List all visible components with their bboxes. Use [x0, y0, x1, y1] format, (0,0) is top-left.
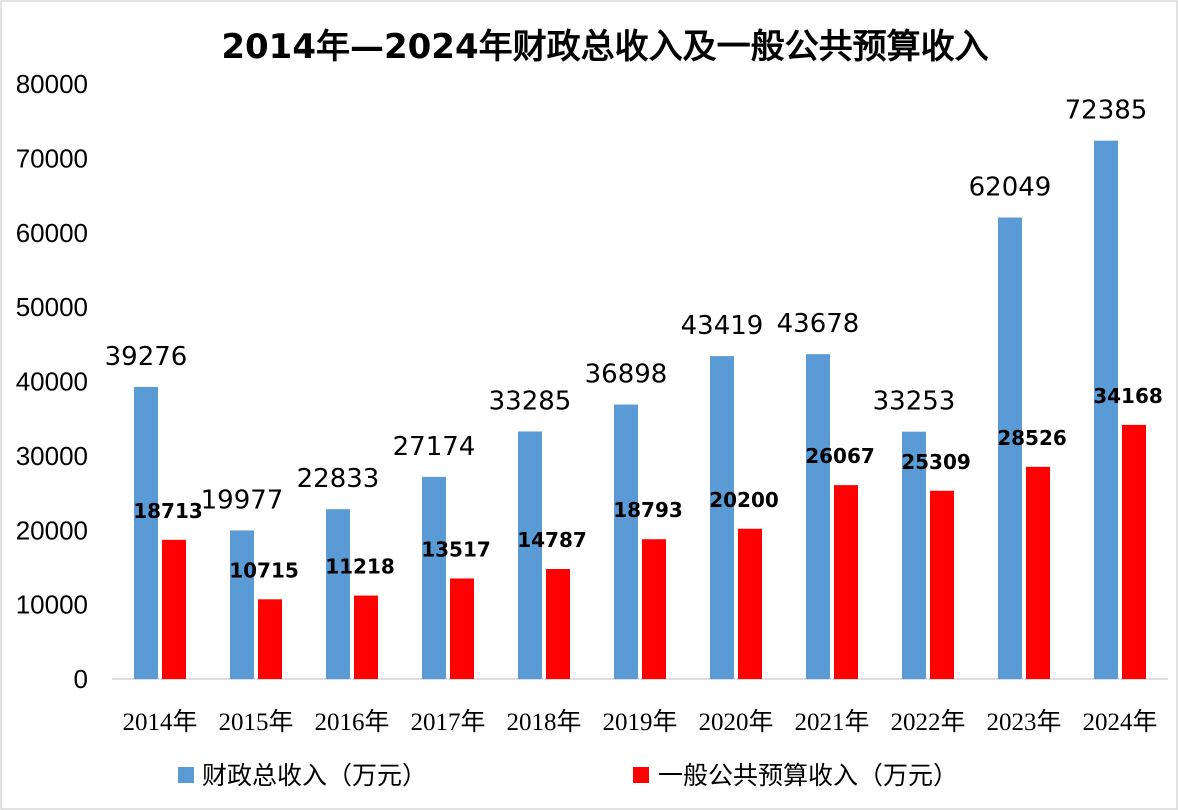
bar-budget-revenue: [258, 599, 282, 679]
bar-total-revenue: [134, 386, 158, 679]
bar-budget-revenue: [354, 595, 378, 679]
bar-budget-revenue: [546, 569, 570, 679]
data-label-budget-revenue: 20200: [709, 488, 779, 512]
x-tick-label: 2021年: [794, 708, 869, 736]
data-label-budget-revenue: 11218: [325, 555, 395, 579]
data-label-budget-revenue: 10715: [229, 558, 299, 582]
x-tick-label: 2024年: [1082, 708, 1157, 736]
data-label-total-revenue: 36898: [585, 360, 668, 390]
legend: 财政总收入（万元） 一般公共预算收入（万元）: [178, 761, 958, 790]
data-label-total-revenue: 27174: [393, 432, 476, 462]
y-tick-label: 50000: [16, 292, 88, 322]
bar-total-revenue: [806, 354, 830, 679]
bar-budget-revenue: [834, 485, 858, 679]
bar-total-revenue: [518, 431, 542, 679]
bar-total-revenue: [902, 431, 926, 679]
x-tick-label: 2019年: [602, 708, 677, 736]
x-tick-label: 2015年: [218, 708, 293, 736]
legend-label: 一般公共预算收入（万元）: [658, 761, 958, 790]
bar-total-revenue: [998, 217, 1022, 679]
bar-budget-revenue: [930, 490, 954, 679]
bar-total-revenue: [614, 404, 638, 679]
bar-budget-revenue: [1122, 424, 1146, 679]
data-label-budget-revenue: 14787: [517, 528, 587, 552]
y-tick-label: 40000: [16, 367, 88, 397]
data-label-total-revenue: 72385: [1065, 96, 1148, 126]
y-tick-label: 60000: [16, 218, 88, 248]
bar-total-revenue: [326, 509, 350, 679]
data-label-total-revenue: 33253: [873, 387, 956, 417]
x-tick-label: 2016年: [314, 708, 389, 736]
x-axis: 2014年 2015年 2016年 2017年 2018年 2019年 2020年 2021年…: [112, 678, 1168, 736]
y-tick-label: 20000: [16, 515, 88, 545]
bar-budget-revenue: [642, 539, 666, 679]
bar-total-revenue: [710, 356, 734, 679]
bar-budget-revenue: [450, 578, 474, 679]
data-label-total-revenue: 43419: [681, 311, 764, 341]
bars: [134, 140, 1146, 679]
y-tick-label: 10000: [16, 590, 88, 620]
data-label-budget-revenue: 28526: [997, 426, 1067, 450]
legend-swatch: [633, 767, 649, 783]
data-label-total-revenue: 19977: [201, 485, 284, 515]
data-label-total-revenue: 22833: [297, 464, 380, 494]
y-tick-label: 30000: [16, 441, 88, 471]
x-tick-label: 2022年: [890, 708, 965, 736]
y-tick-label: 70000: [16, 143, 88, 173]
data-label-total-revenue: 39276: [105, 342, 188, 372]
bar-budget-revenue: [1026, 466, 1050, 679]
bar-budget-revenue: [162, 539, 186, 679]
data-label-budget-revenue: 26067: [805, 444, 875, 468]
y-tick-label: 0: [74, 664, 88, 694]
x-tick-label: 2017年: [410, 708, 485, 736]
data-label-budget-revenue: 25309: [901, 450, 971, 474]
x-tick-label: 2020年: [698, 708, 773, 736]
data-label-budget-revenue: 18793: [613, 498, 683, 522]
data-label-budget-revenue: 13517: [421, 537, 491, 561]
x-tick-label: 2023年: [986, 708, 1061, 736]
bar-total-revenue: [1094, 140, 1118, 679]
data-label-total-revenue: 62049: [969, 173, 1052, 203]
y-tick-label: 80000: [16, 69, 88, 99]
legend-swatch: [178, 767, 194, 783]
x-tick-label: 2014年: [122, 708, 197, 736]
y-axis: 0 10000 20000 30000 40000 50000 60000 70000 8000…: [16, 69, 88, 694]
bar-budget-revenue: [738, 528, 762, 679]
legend-label: 财政总收入（万元）: [202, 761, 427, 790]
bar-total-revenue: [422, 476, 446, 679]
data-label-budget-revenue: 18713: [133, 499, 203, 523]
data-label-total-revenue: 33285: [489, 386, 572, 416]
chart-title: 2014年—2024年财政总收入及一般公共预算收入: [221, 27, 988, 67]
data-label-budget-revenue: 34168: [1093, 384, 1163, 408]
x-tick-label: 2018年: [506, 708, 581, 736]
bar-total-revenue: [230, 530, 254, 679]
data-label-total-revenue: 43678: [777, 309, 860, 339]
